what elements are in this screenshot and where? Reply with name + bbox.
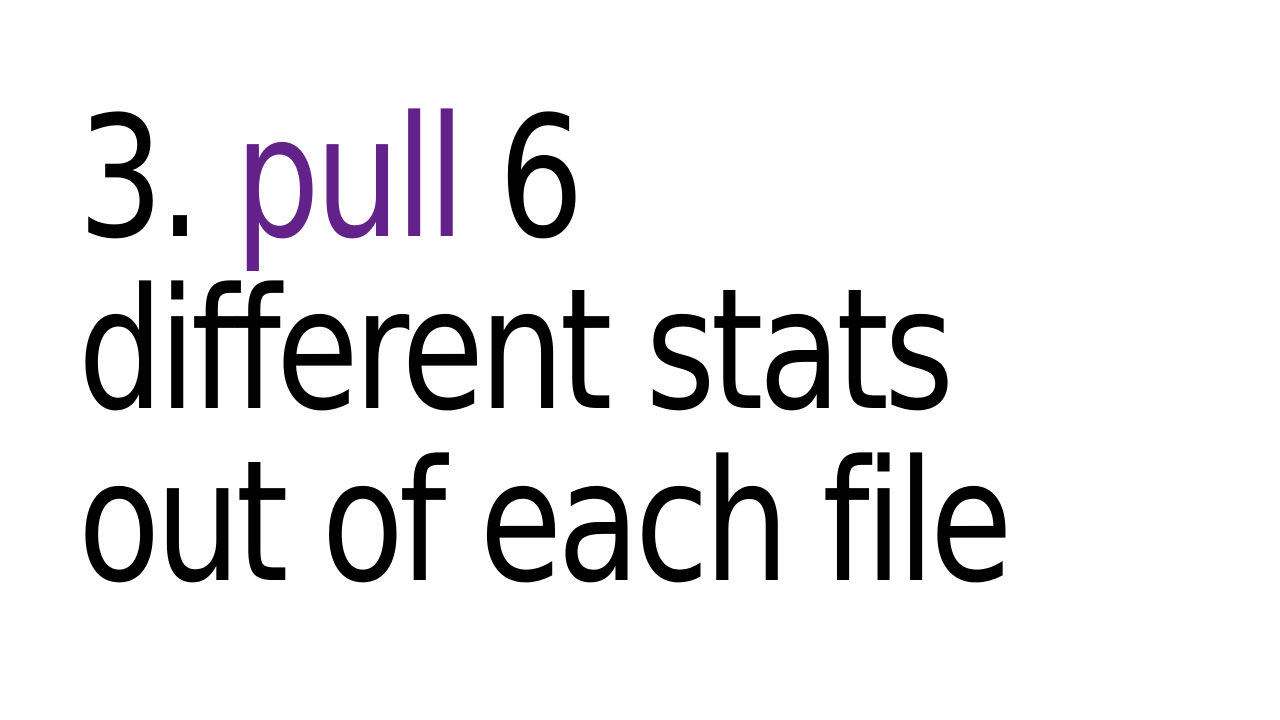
step-number: 3. <box>78 80 201 276</box>
slide-heading: 3. pull 6 different stats out of each fi… <box>78 92 1013 620</box>
heading-line-2: different stats <box>78 252 954 448</box>
stat-count: 6 <box>498 80 584 276</box>
highlighted-verb: pull <box>234 80 466 276</box>
heading-line-1: 3. pull 6 <box>78 92 1008 264</box>
heading-line-3: out of each file <box>78 424 1013 620</box>
